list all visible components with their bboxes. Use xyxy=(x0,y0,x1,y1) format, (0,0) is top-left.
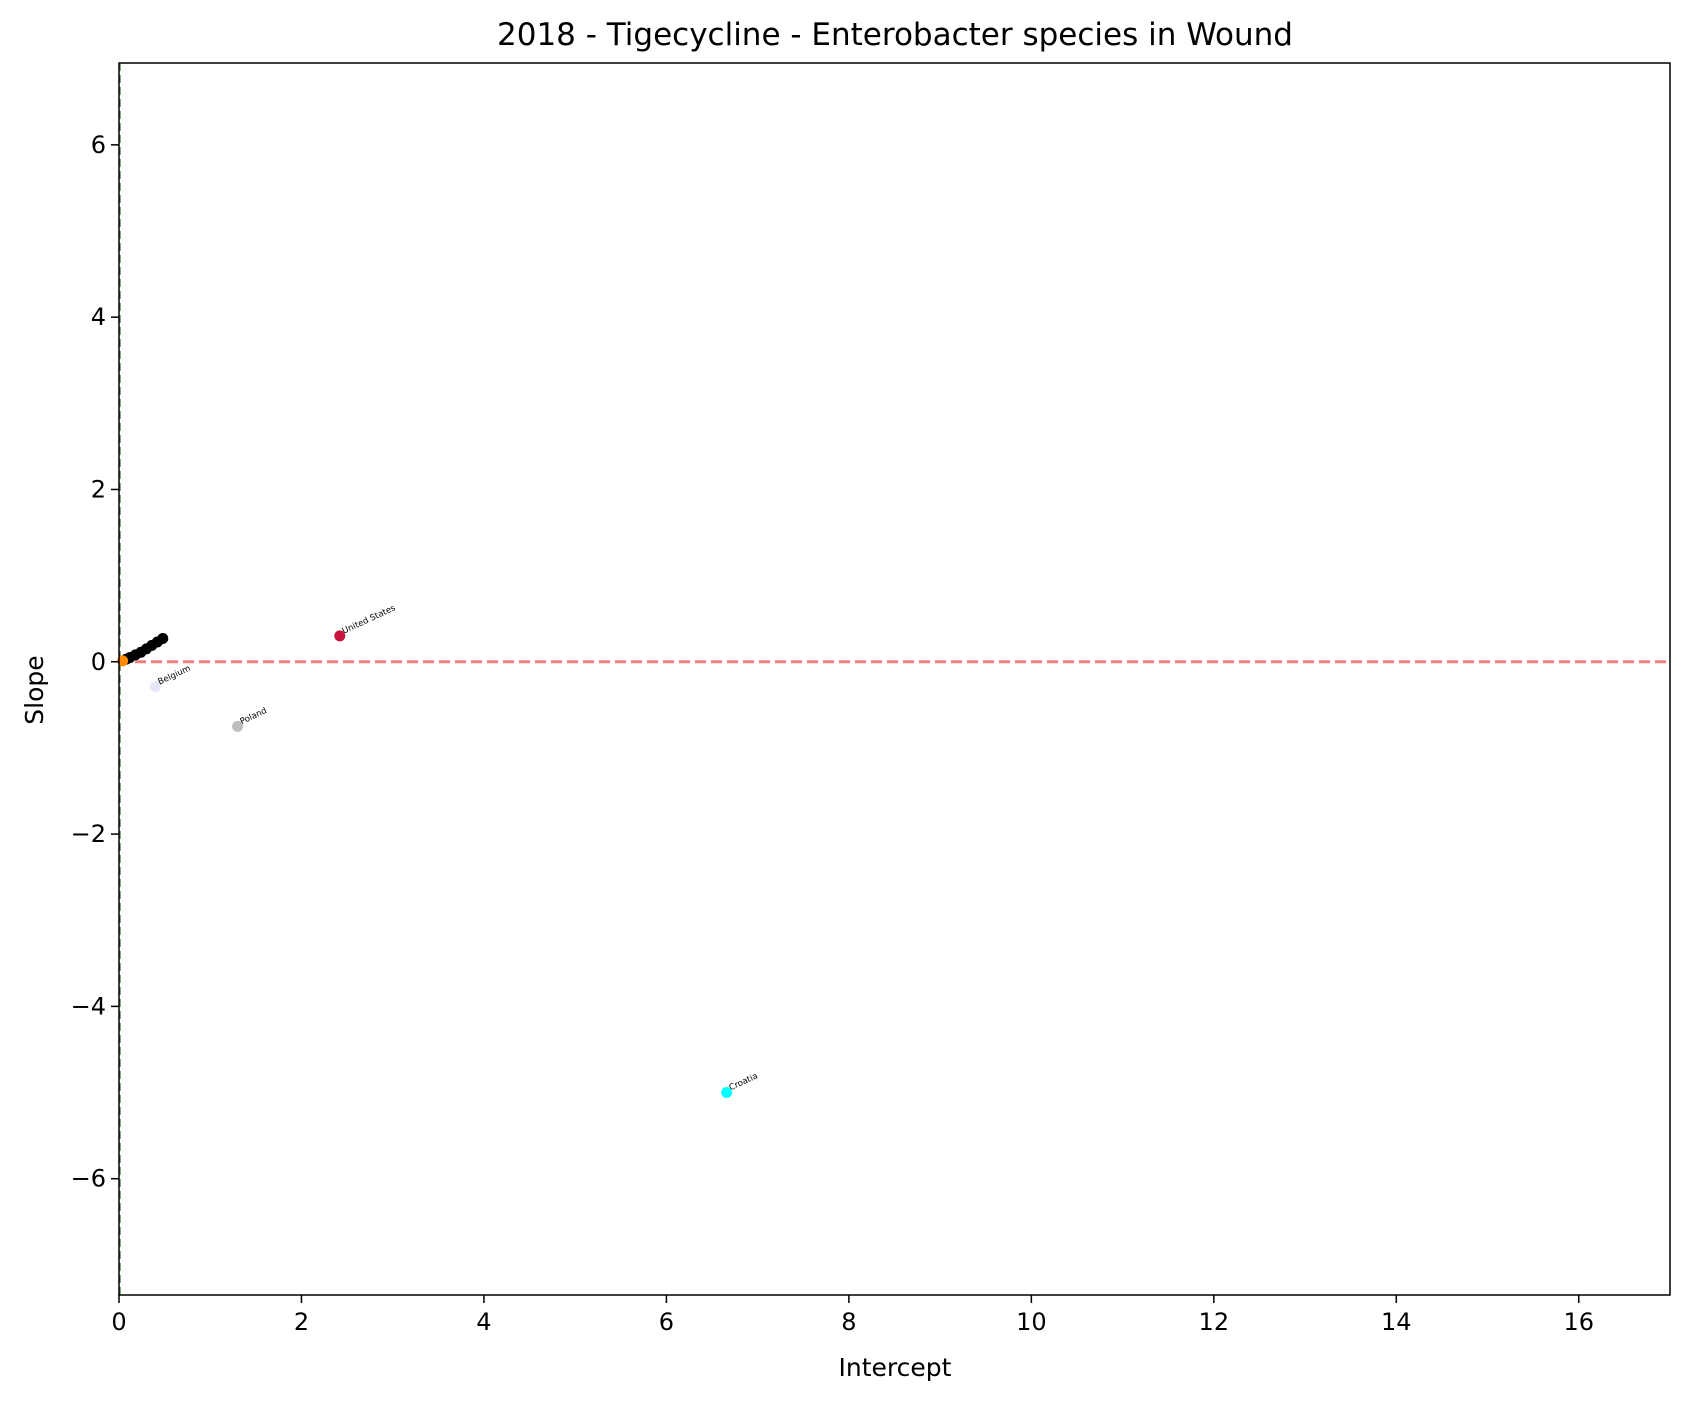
data-point xyxy=(157,633,169,645)
y-tick-label: −2 xyxy=(71,820,106,848)
y-tick-label: −6 xyxy=(71,1165,106,1193)
y-axis-label: Slope xyxy=(20,655,49,724)
plot-frame xyxy=(118,62,1671,1296)
x-axis-label: Intercept xyxy=(839,1353,952,1382)
data-point xyxy=(721,1087,733,1099)
x-tick-label: 10 xyxy=(1016,1308,1047,1336)
point-label: United States xyxy=(341,603,398,637)
point-label: Croatia xyxy=(728,1071,760,1093)
x-tick-label: 8 xyxy=(841,1308,856,1336)
y-tick-label: 2 xyxy=(91,475,106,503)
x-tick-label: 2 xyxy=(294,1308,309,1336)
x-tick-label: 0 xyxy=(111,1308,126,1336)
x-tick-label: 12 xyxy=(1199,1308,1230,1336)
x-tick-label: 14 xyxy=(1381,1308,1412,1336)
y-tick-label: 4 xyxy=(91,303,106,331)
data-point xyxy=(334,630,346,642)
axis-ticks: 0 2 4 6 8 10 12 14 16 −6 −4 −2 0 2 4 6 xyxy=(71,62,1671,1336)
y-tick-label: 0 xyxy=(91,648,106,676)
plot-area: United States Belgium Poland Croatia xyxy=(117,63,1670,1295)
y-tick-label: 6 xyxy=(91,131,106,159)
point-label: Belgium xyxy=(157,664,193,688)
y-tick-label: −4 xyxy=(71,992,106,1020)
x-tick-label: 4 xyxy=(476,1308,491,1336)
point-label: Poland xyxy=(239,706,269,727)
x-tick-label: 6 xyxy=(659,1308,674,1336)
x-tick-label: 16 xyxy=(1563,1308,1594,1336)
data-point xyxy=(149,681,161,693)
data-point xyxy=(232,720,244,732)
chart-title: 2018 - Tigecycline - Enterobacter specie… xyxy=(497,17,1293,53)
data-point xyxy=(117,655,129,667)
